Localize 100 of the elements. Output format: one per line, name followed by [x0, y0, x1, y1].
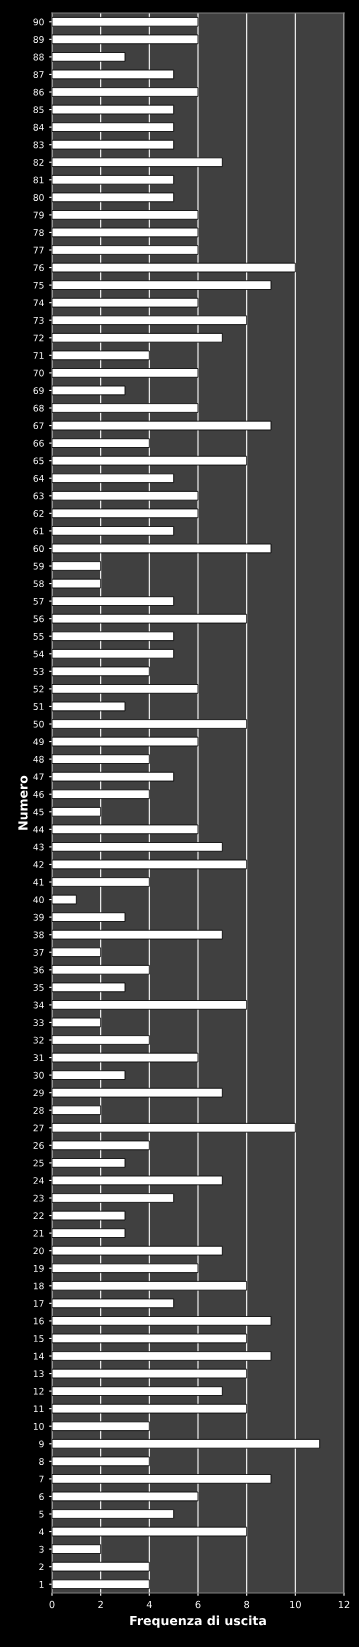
y-tick-label: 75 [33, 281, 44, 289]
y-tick-label: 69 [33, 387, 44, 394]
x-tick-label: 12 [338, 1600, 350, 1609]
y-axis-title: Numero [18, 775, 28, 830]
y-tick-label: 44 [33, 826, 44, 833]
y-tick-label: 41 [33, 878, 44, 886]
y-tick-label: 56 [33, 615, 44, 623]
y-tick-label: 72 [33, 334, 44, 342]
y-tick-label: 35 [33, 984, 44, 991]
y-tick-label: 82 [33, 158, 44, 166]
y-tick-label: 36 [33, 966, 44, 974]
y-tick-label: 39 [33, 913, 44, 921]
y-tick-label: 43 [33, 843, 44, 851]
y-tick-label: 15 [33, 1335, 44, 1342]
y-tick-label: 17 [33, 1300, 44, 1307]
x-tick-label: 8 [244, 1600, 250, 1609]
y-tick-label: 45 [33, 808, 44, 816]
y-tick-label: 21 [33, 1229, 44, 1237]
y-tick-label: 78 [33, 229, 44, 236]
y-tick-label: 46 [33, 790, 44, 798]
x-tick-label: 0 [49, 1600, 55, 1609]
y-tick-label: 89 [33, 36, 44, 43]
y-tick-label: 32 [33, 1036, 44, 1044]
y-tick-label: 48 [33, 755, 44, 763]
y-tick-label: 8 [39, 1458, 44, 1465]
y-tick-label: 11 [33, 1405, 44, 1413]
y-tick-label: 18 [33, 1282, 44, 1290]
y-tick-label: 66 [33, 439, 44, 447]
y-tick-label: 74 [33, 299, 44, 307]
y-tick-label: 9 [39, 1440, 44, 1448]
y-tick-label: 20 [33, 1247, 44, 1255]
y-tick-label: 67 [33, 422, 44, 430]
y-tick-label: 52 [33, 685, 44, 693]
y-tick-label: 30 [33, 1071, 44, 1079]
y-tick-label: 5 [39, 1510, 44, 1518]
x-tick-label: 2 [98, 1600, 103, 1609]
y-tick-label: 42 [33, 861, 44, 868]
y-tick-label: 68 [33, 404, 44, 412]
y-tick-label: 61 [33, 527, 44, 535]
y-tick-label: 55 [33, 633, 44, 640]
y-tick-label: 49 [33, 738, 44, 746]
y-tick-label: 28 [33, 1106, 44, 1114]
y-tick-label: 62 [33, 510, 44, 517]
y-tick-label: 25 [33, 1159, 44, 1167]
y-tick-label: 59 [33, 562, 44, 570]
y-tick-label: 60 [33, 545, 44, 552]
y-tick-label: 27 [33, 1124, 44, 1132]
y-tick-label: 3 [39, 1545, 44, 1553]
y-tick-label: 53 [33, 668, 44, 675]
x-tick-label: 4 [146, 1600, 152, 1609]
y-tick-label: 10 [33, 1422, 44, 1430]
y-tick-label: 4 [39, 1528, 44, 1535]
y-tick-label: 50 [33, 720, 44, 728]
y-tick-label: 64 [33, 474, 44, 482]
y-tick-label: 84 [33, 123, 44, 131]
y-tick-label: 63 [33, 492, 44, 500]
x-axis-title: Frequenza di uscita [130, 1615, 266, 1628]
y-tick-label: 57 [33, 597, 44, 605]
y-tick-label: 80 [33, 194, 44, 201]
y-tick-label: 73 [33, 316, 44, 324]
y-tick-label: 77 [33, 246, 44, 254]
y-tick-label: 31 [33, 1054, 44, 1062]
y-tick-label: 24 [33, 1177, 44, 1184]
y-tick-label: 87 [33, 71, 44, 78]
y-tick-label: 22 [33, 1212, 44, 1219]
bar [52, 894, 77, 905]
y-tick-label: 81 [33, 176, 44, 184]
y-tick-label: 19 [33, 1264, 44, 1272]
y-tick-label: 6 [39, 1493, 44, 1500]
y-tick-label: 38 [33, 931, 44, 939]
y-tick-label: 34 [33, 1001, 44, 1009]
y-tick-label: 83 [33, 141, 44, 149]
y-tick-label: 16 [33, 1317, 44, 1325]
y-tick-label: 58 [33, 580, 44, 588]
y-tick-label: 13 [33, 1370, 44, 1378]
y-tick-label: 54 [33, 650, 44, 658]
y-tick-label: 29 [33, 1089, 44, 1097]
y-tick-label: 65 [33, 457, 44, 465]
y-tick-label: 85 [33, 106, 44, 114]
y-tick-label: 90 [33, 18, 44, 26]
y-tick-label: 47 [33, 773, 44, 781]
y-tick-label: 23 [33, 1194, 44, 1202]
y-tick-label: 76 [33, 264, 44, 272]
y-tick-label: 71 [33, 352, 44, 359]
y-tick-label: 33 [33, 1019, 44, 1026]
y-tick-label: 88 [33, 53, 44, 61]
y-tick-label: 7 [39, 1475, 44, 1483]
y-tick-label: 14 [33, 1352, 44, 1360]
y-tick-label: 79 [33, 211, 44, 219]
y-tick-label: 12 [33, 1387, 44, 1395]
y-tick-label: 37 [33, 948, 44, 956]
y-tick-label: 86 [33, 88, 44, 96]
y-tick-label: 2 [39, 1563, 44, 1571]
x-tick-label: 10 [290, 1600, 301, 1609]
y-tick-label: 1 [39, 1581, 44, 1588]
x-tick-label: 6 [195, 1600, 201, 1609]
y-tick-label: 70 [33, 369, 44, 377]
y-tick-label: 51 [33, 703, 44, 710]
y-tick-label: 26 [33, 1142, 44, 1149]
y-tick-label: 40 [33, 896, 44, 904]
